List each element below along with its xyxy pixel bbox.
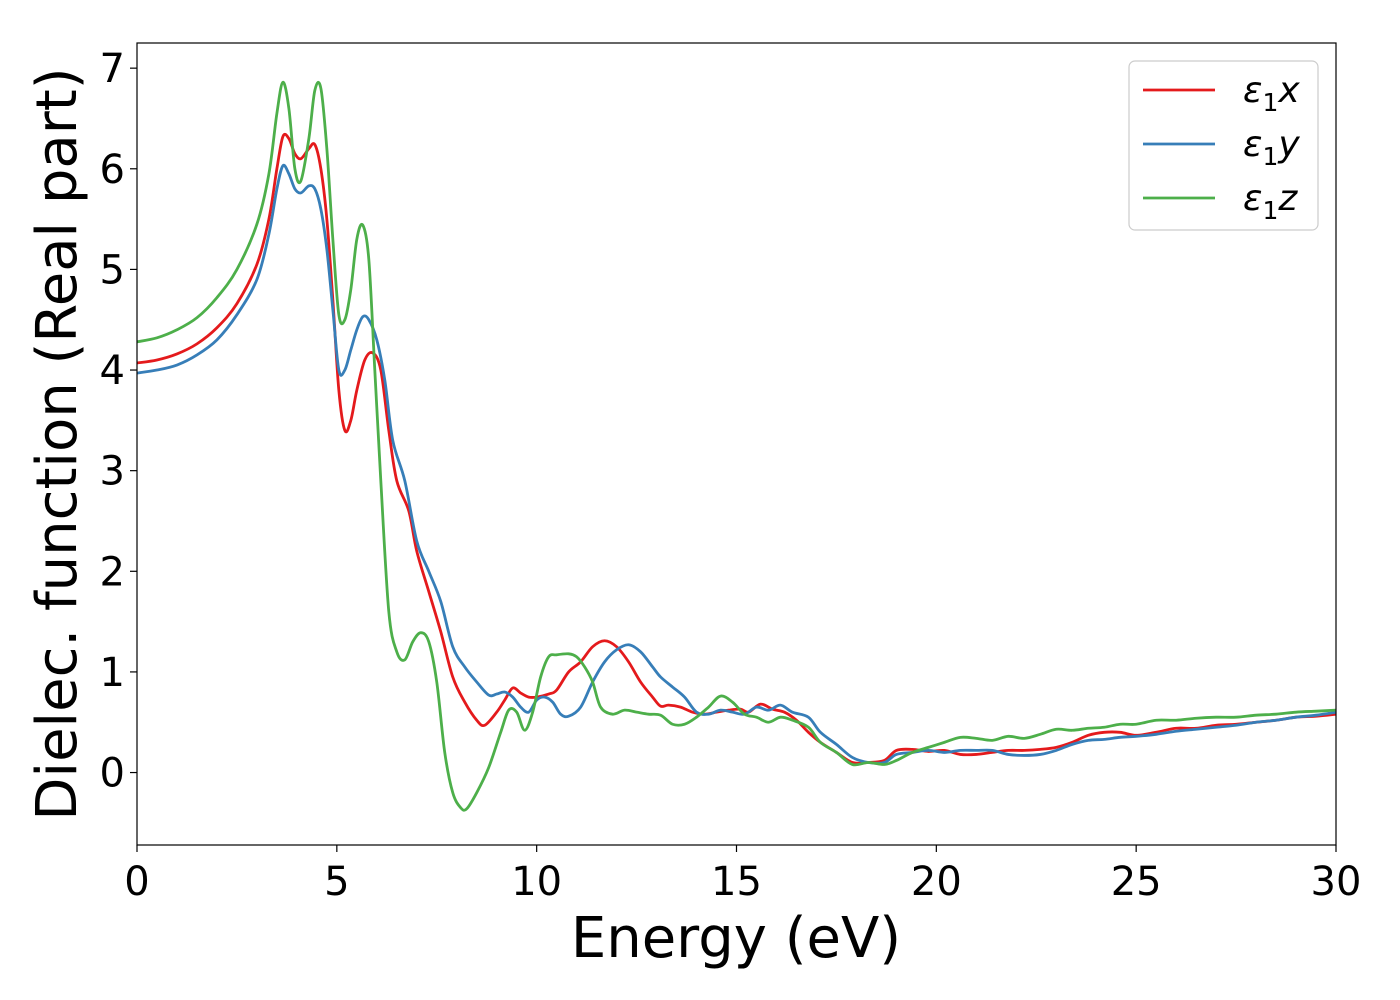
y-tick-label: 6: [100, 147, 125, 193]
x-tick-label: 10: [511, 859, 562, 905]
x-axis: 0 5 10 15 20 25 30: [124, 845, 1361, 905]
x-tick-label: 30: [1311, 859, 1362, 905]
legend-label-z: ε1z: [1243, 178, 1298, 225]
series-line-z: [137, 80, 1336, 812]
y-tick-label: 2: [100, 549, 125, 595]
legend-box: [1128, 60, 1319, 231]
y-tick-label: 4: [100, 348, 125, 394]
y-tick-label: 1: [100, 650, 125, 696]
legend-label-y: ε1y: [1243, 124, 1300, 171]
y-axis-label: Dielec. function (Real part): [25, 67, 90, 820]
y-tick-label: 3: [100, 449, 125, 495]
x-tick-label: 15: [711, 859, 762, 905]
series-line-x: [137, 132, 1336, 765]
legend-label-x: ε1x: [1243, 70, 1300, 117]
y-axis: 0 1 2 3 4 5 6 7: [100, 46, 137, 797]
x-tick-label: 25: [1111, 859, 1162, 905]
y-tick-label: 7: [100, 46, 125, 92]
x-axis-label: Energy (eV): [571, 906, 901, 971]
x-tick-label: 5: [324, 859, 349, 905]
y-tick-label: 5: [100, 247, 125, 293]
y-tick-label: 0: [100, 751, 125, 797]
legend-entries: ε1x ε1y ε1z: [1143, 70, 1300, 225]
series-layer: [137, 80, 1336, 812]
legend: ε1x ε1y ε1z: [1128, 60, 1319, 231]
x-tick-label: 0: [124, 859, 149, 905]
x-tick-label: 20: [911, 859, 962, 905]
series-line-y: [137, 163, 1336, 765]
